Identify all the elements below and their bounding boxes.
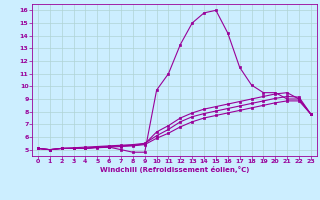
X-axis label: Windchill (Refroidissement éolien,°C): Windchill (Refroidissement éolien,°C) (100, 166, 249, 173)
